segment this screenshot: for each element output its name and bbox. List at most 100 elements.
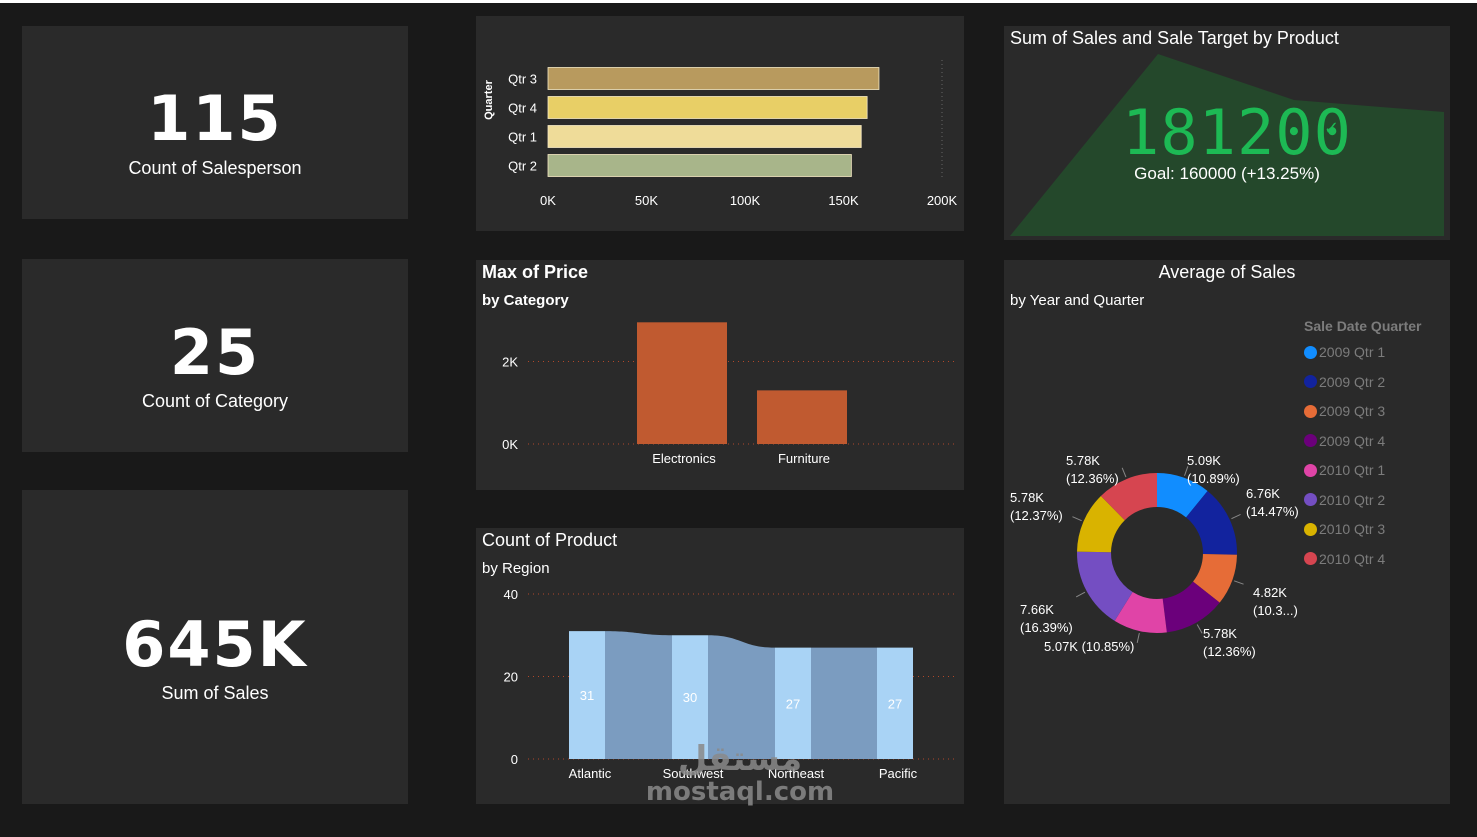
watermark-logo: مستقل mostaql.com (640, 740, 840, 806)
data-label: 27 (786, 696, 800, 711)
legend-item-2010-qtr-3[interactable]: 2010 Qtr 3 (1304, 521, 1385, 537)
price-bar-chart[interactable]: Max of Price by Category 0K 2K Electronics… (476, 260, 964, 490)
data-label: 27 (888, 696, 902, 711)
leader-line (1233, 580, 1244, 585)
watermark-arabic: مستقل (677, 739, 803, 779)
data-label-pct: (16.39%) (1020, 620, 1073, 635)
bar-electronics[interactable] (637, 322, 727, 444)
y-tick-label: 2K (502, 355, 518, 370)
sales-target-card[interactable]: Sum of Sales and Sale Target by Product … (1004, 26, 1450, 240)
quarter-chart-svg: Quarter Qtr 3 Qtr 4 Qtr 1 Qtr 2 0K 50K 100K 15… (483, 60, 958, 208)
y-tick-label: 0 (511, 752, 518, 767)
slice-2010-qtr-3[interactable] (1077, 495, 1125, 553)
bar-qtr-1[interactable] (547, 125, 862, 148)
legend-item-2009-qtr-3[interactable]: 2009 Qtr 3 (1304, 403, 1385, 419)
legend-item-2009-qtr-4[interactable]: 2009 Qtr 4 (1304, 433, 1385, 449)
legend-swatch (1304, 375, 1317, 388)
data-label-pct: (12.36%) (1066, 471, 1119, 486)
x-tick-label: 150K (828, 193, 859, 208)
kpi-card-category[interactable]: 25 Count of Category (22, 259, 408, 452)
leader-line (1121, 467, 1127, 478)
slice-2010-qtr-2[interactable] (1077, 551, 1133, 621)
bar-pacific[interactable] (877, 647, 913, 759)
kpi-label: Count of Category (141, 391, 289, 411)
data-label: 5.09K (1187, 453, 1221, 468)
legend-swatch (1304, 522, 1317, 536)
kpi-card-salesperson[interactable]: 115 Count of Salesperson (22, 26, 408, 219)
x-tick-label: Northeast (768, 766, 825, 781)
bar-qtr-3[interactable] (547, 67, 880, 90)
y-tick-label: Qtr 1 (508, 130, 537, 145)
legend-swatch (1304, 345, 1317, 359)
gauge-value: 181200 (1122, 96, 1352, 169)
y-tick-label: Qtr 4 (508, 101, 537, 116)
slice-2010-qtr-4[interactable] (1100, 473, 1157, 521)
bar-southwest[interactable] (672, 635, 708, 759)
kpi-value: 115 (147, 82, 283, 155)
bar-qtr-4[interactable] (547, 96, 868, 119)
check-icon: ✓ (1324, 118, 1340, 139)
x-tick-label: Furniture (778, 451, 830, 466)
top-border (0, 0, 1477, 3)
ribbon (708, 635, 775, 759)
y-tick-label: Qtr 3 (508, 72, 537, 87)
kpi-card-sales[interactable]: 645K Sum of Sales (22, 490, 408, 804)
legend-swatch (1304, 493, 1317, 506)
donut-chart-panel[interactable]: Average of Sales by Year and Quarter Sal… (1004, 260, 1450, 804)
watermark-text: mostaql.com (645, 777, 835, 807)
data-label: 5.78K (1010, 490, 1044, 505)
ribbon (605, 631, 672, 759)
x-tick-label: 50K (635, 193, 658, 208)
chart-title: Max of Price (482, 262, 589, 282)
leader-line (1196, 624, 1203, 634)
y-tick-label: Qtr 2 (508, 159, 537, 174)
legend-item-2009-qtr-2[interactable]: 2009 Qtr 2 (1304, 374, 1385, 390)
legend-item-2010-qtr-4[interactable]: 2010 Qtr 4 (1304, 551, 1385, 567)
data-label: 5.78K (1066, 453, 1100, 468)
data-label-pct: (12.37%) (1010, 508, 1063, 523)
y-tick-label: 40 (504, 587, 518, 602)
leader-line (1072, 516, 1082, 522)
goal-text: Goal: 160000 (+13.25%) (1134, 164, 1320, 183)
x-tick-label: Pacific (879, 766, 918, 781)
data-label: 5.07K (10.85%) (1044, 639, 1134, 654)
bar-furniture[interactable] (757, 390, 847, 444)
data-label-pct: (14.47%) (1246, 504, 1299, 519)
legend-label: 2010 Qtr 1 (1319, 462, 1386, 478)
data-label: 7.66K (1020, 602, 1054, 617)
legend-label: 2009 Qtr 4 (1319, 432, 1386, 449)
kpi-value: 645K (122, 608, 308, 681)
y-tick-label: 20 (504, 670, 518, 685)
price-chart-svg: 0K 2K Electronics Furniture (502, 322, 958, 466)
slice-2009-qtr-2[interactable] (1186, 491, 1237, 555)
bar-northeast[interactable] (775, 647, 811, 759)
kpi-label: Count of Salesperson (128, 158, 302, 178)
legend-item-2009-qtr-1[interactable]: 2009 Qtr 1 (1304, 344, 1385, 360)
chart-subtitle: by Year and Quarter (1010, 292, 1145, 309)
data-label-pct: (10.3...) (1253, 603, 1298, 618)
x-tick-label: 100K (730, 193, 761, 208)
slice-2009-qtr-3[interactable] (1193, 554, 1237, 603)
legend-swatch (1304, 463, 1317, 477)
bar-atlantic[interactable] (569, 631, 605, 759)
kpi-label: Sum of Sales (161, 683, 269, 703)
x-tick-label: Atlantic (569, 766, 612, 781)
data-label-pct: (10.89%) (1187, 471, 1240, 486)
bar-qtr-2[interactable] (547, 154, 852, 177)
slice-2009-qtr-4[interactable] (1162, 581, 1220, 633)
region-chart-svg: 0 20 40 31 Atlantic 30 Southwest 27 Northeast 27 P… (504, 587, 958, 781)
legend-item-2010-qtr-2[interactable]: 2010 Qtr 2 (1304, 492, 1385, 508)
chart-subtitle: by Region (482, 560, 550, 577)
leader-line (1184, 466, 1189, 476)
data-label: 31 (580, 688, 594, 703)
data-label: 5.78K (1203, 626, 1237, 641)
chart-subtitle: by Category (482, 292, 569, 309)
y-axis-label: Quarter (483, 79, 495, 119)
x-tick-label: Southwest (663, 766, 724, 781)
slice-2010-qtr-1[interactable] (1114, 592, 1167, 633)
region-bar-chart[interactable]: Count of Product by Region 0 20 40 31 Atlant… (476, 528, 964, 804)
leader-line (1075, 591, 1086, 598)
quarter-bar-chart[interactable]: Quarter Qtr 3 Qtr 4 Qtr 1 Qtr 2 0K 50K 100K 15… (476, 16, 964, 231)
slice-2009-qtr-1[interactable] (1157, 473, 1208, 518)
legend-item-2010-qtr-1[interactable]: 2010 Qtr 1 (1304, 462, 1385, 478)
